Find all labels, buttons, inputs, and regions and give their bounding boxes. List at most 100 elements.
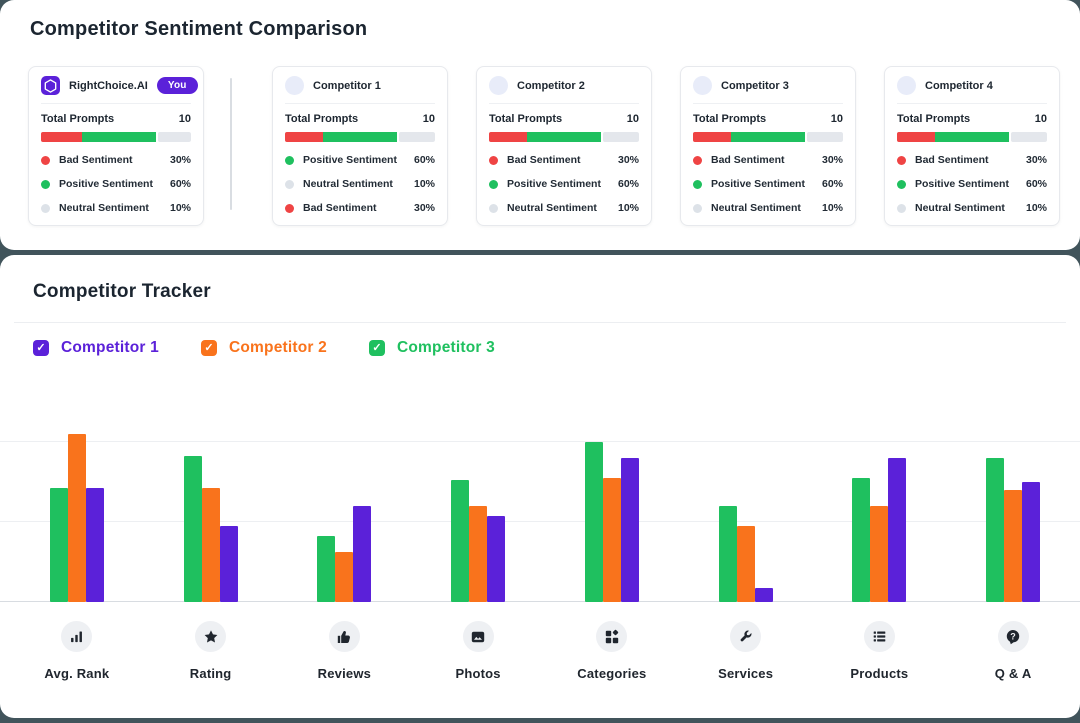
sentiment-value: 10% [413, 178, 435, 190]
sentiment-dot-neutral [489, 203, 498, 213]
total-prompts-row: Total Prompts 10 [489, 113, 639, 125]
sentiment-value: 30% [413, 202, 435, 214]
sentiment-dot-positive [285, 155, 294, 165]
total-prompts-row: Total Prompts 10 [41, 113, 191, 125]
sentiment-progress-bar [41, 132, 191, 142]
bar-competitor-3 [718, 506, 737, 602]
card-header: Competitor 3 [693, 76, 843, 104]
sentiment-progress-bar [693, 132, 843, 142]
question-icon: ? [997, 621, 1029, 652]
sentiment-value: 60% [169, 178, 191, 190]
total-prompts-value: 10 [626, 113, 639, 125]
sentiment-row-positive: Positive Sentiment 60% [489, 178, 639, 190]
bar-competitor-2 [870, 506, 889, 602]
thumbs-up-icon [328, 621, 360, 652]
total-prompts-label: Total Prompts [693, 113, 767, 125]
sentiment-value: 30% [169, 154, 191, 166]
total-prompts-value: 10 [830, 113, 843, 125]
bar-segment-bad [489, 132, 528, 142]
card-header: Competitor 4 [897, 76, 1047, 104]
gridline-40 [0, 521, 1080, 522]
sentiment-value: 30% [617, 154, 639, 166]
total-prompts-label: Total Prompts [41, 113, 115, 125]
bar-competitor-2 [736, 526, 755, 602]
sentiment-row-positive: Positive Sentiment 60% [285, 154, 435, 166]
sentiment-label: Bad Sentiment [915, 154, 989, 166]
category-label: Avg. Rank [44, 666, 110, 681]
bar-segment-positive [935, 132, 1010, 142]
sentiment-dot-bad [897, 155, 906, 165]
legend-label: Competitor 3 [397, 339, 495, 356]
category-rating: Rating [144, 621, 278, 681]
sentiment-value: 60% [821, 178, 843, 190]
legend-label: Competitor 2 [229, 339, 327, 356]
sentiment-row-neutral: Neutral Sentiment 10% [41, 202, 191, 214]
sentiment-row-bad: Bad Sentiment 30% [489, 154, 639, 166]
bar-competitor-3 [49, 488, 68, 602]
sentiment-dot-neutral [41, 203, 50, 213]
legend-item-competitor-1[interactable]: ✓ Competitor 1 [33, 339, 159, 357]
sentiment-row-neutral: Neutral Sentiment 10% [489, 202, 639, 214]
bar-group-photos [411, 392, 545, 602]
sentiment-label: Neutral Sentiment [303, 178, 393, 190]
card-header: Competitor 1 [285, 76, 435, 104]
bar-groups [0, 392, 1080, 602]
bar-segment-bar_neutral [1011, 132, 1047, 142]
sentiment-progress-bar [285, 132, 435, 142]
competitor-card-competitor-3: Competitor 3 Total Prompts 10 Bad Sentiment… [680, 66, 856, 226]
list-icon [863, 621, 895, 652]
legend-item-competitor-3[interactable]: ✓ Competitor 3 [369, 339, 495, 357]
sentiment-value: 60% [413, 154, 435, 166]
sentiment-label: Positive Sentiment [711, 178, 805, 190]
category-categories: Categories [545, 621, 679, 681]
legend-item-competitor-2[interactable]: ✓ Competitor 2 [201, 339, 327, 357]
sentiment-value: 60% [1025, 178, 1047, 190]
bar-segment-bad [41, 132, 83, 142]
sentiment-dot-neutral [285, 179, 294, 189]
sentiment-label: Neutral Sentiment [711, 202, 801, 214]
sentiment-row-positive: Positive Sentiment 60% [693, 178, 843, 190]
bar-competitor-2 [469, 506, 488, 602]
bar-chart-icon [61, 621, 93, 652]
chart-category-row: Avg. Rank Rating Reviews Photos Categories Se… [0, 621, 1080, 681]
sentiment-row-positive: Positive Sentiment 60% [897, 178, 1047, 190]
svg-text:?: ? [1010, 631, 1016, 641]
category-q-a: ? Q & A [946, 621, 1080, 681]
shield-icon [41, 76, 60, 95]
sentiment-value: 30% [821, 154, 843, 166]
bar-segment-bad [897, 132, 936, 142]
bar-group-products [813, 392, 947, 602]
bar-competitor-1 [487, 516, 506, 602]
checkbox-checked-icon[interactable]: ✓ [201, 340, 217, 356]
bar-competitor-1 [353, 506, 372, 602]
photo-icon [462, 621, 494, 652]
bar-chart [0, 392, 1080, 602]
category-label: Photos [455, 666, 501, 681]
sentiment-label: Bad Sentiment [507, 154, 581, 166]
sentiment-row-bad: Bad Sentiment 30% [41, 154, 191, 166]
bar-segment-positive [527, 132, 602, 142]
wrench-icon [730, 621, 762, 652]
bar-group-avg-rank [10, 392, 144, 602]
sentiment-label: Neutral Sentiment [59, 202, 149, 214]
category-label: Services [718, 666, 774, 681]
sentiment-row-bad: Bad Sentiment 30% [285, 202, 435, 214]
tracker-divider [14, 322, 1066, 323]
total-prompts-value: 10 [178, 113, 191, 125]
bar-group-categories [545, 392, 679, 602]
bar-competitor-3 [317, 536, 336, 602]
checkbox-checked-icon[interactable]: ✓ [33, 340, 49, 356]
circle-avatar [285, 76, 304, 95]
bar-competitor-3 [986, 458, 1005, 602]
sentiment-label: Bad Sentiment [59, 154, 133, 166]
sentiment-cards-row: RightChoice.AI You Total Prompts 10 Bad Sent… [28, 66, 1060, 226]
total-prompts-value: 10 [1034, 113, 1047, 125]
bar-group-reviews [278, 392, 412, 602]
bar-competitor-1 [754, 588, 773, 602]
bar-segment-bar_neutral [807, 132, 843, 142]
gridline-80 [0, 441, 1080, 442]
sentiment-label: Neutral Sentiment [507, 202, 597, 214]
checkbox-checked-icon[interactable]: ✓ [369, 340, 385, 356]
competitor-name: RightChoice.AI [69, 79, 148, 92]
category-products: Products [813, 621, 947, 681]
